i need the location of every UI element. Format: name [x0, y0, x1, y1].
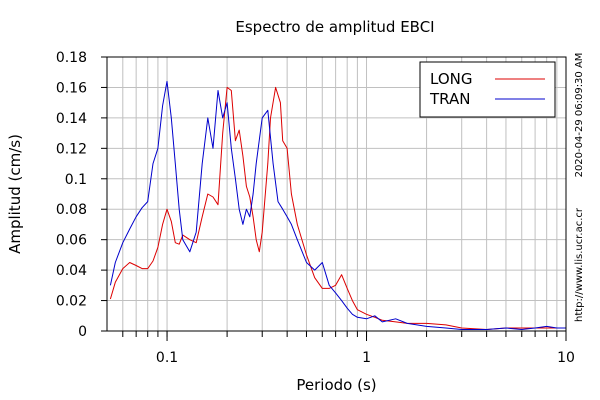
- legend-label-long: LONG: [430, 70, 472, 88]
- x-tick-label: 10: [557, 350, 575, 366]
- timestamp-label: 2020-04-29 06:09:30 AM: [574, 53, 585, 178]
- legend-label-tran: TRAN: [429, 90, 470, 108]
- x-tick-label: 0.1: [156, 350, 178, 366]
- plot-frame: [106, 56, 567, 332]
- legend: LONG TRAN: [419, 61, 556, 118]
- y-tick-label: 0.02: [56, 294, 87, 310]
- series-line-long: [109, 86, 566, 330]
- tick-labels: 0.1 1 10 0 0.02 0.04 0.06 0.08 0.1 0.12 0.14 0.16 0.…: [56, 50, 575, 366]
- y-tick-label: 0: [78, 324, 87, 340]
- y-axis-title: Amplitud (cm/s): [6, 134, 24, 254]
- y-tick-label: 0.1: [65, 172, 87, 188]
- source-url-label: http://www.lis.ucr.ac.cr: [574, 207, 585, 322]
- series-layer: [109, 80, 566, 330]
- legend-box: [419, 61, 556, 118]
- x-axis-title: Periodo (s): [296, 376, 376, 394]
- y-tick-label: 0.06: [56, 233, 87, 249]
- y-tick-label: 0.12: [56, 141, 87, 157]
- y-tick-label: 0.04: [56, 263, 87, 279]
- chart-title: Espectro de amplitud EBCI: [235, 18, 434, 36]
- y-tick-label: 0.14: [56, 111, 87, 127]
- y-tick-label: 0.08: [56, 202, 87, 218]
- x-tick-label: 1: [362, 350, 371, 366]
- series-line-tran: [109, 80, 566, 330]
- y-tick-label: 0.16: [56, 80, 87, 96]
- y-tick-label: 0.18: [56, 50, 87, 66]
